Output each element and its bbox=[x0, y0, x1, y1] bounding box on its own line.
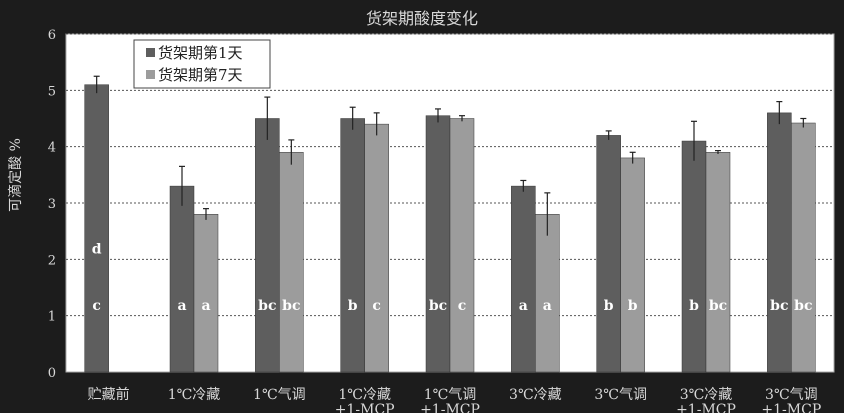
chart-title: 货架期酸度变化 bbox=[366, 9, 478, 28]
legend: 货架期第1天 货架期第7天 bbox=[133, 39, 271, 89]
y-tick-label: 3 bbox=[48, 197, 56, 212]
bar bbox=[169, 185, 195, 373]
bar bbox=[449, 118, 475, 373]
x-tick-label: 1℃气调 bbox=[253, 387, 306, 403]
significance-label: bc bbox=[794, 298, 812, 314]
bar bbox=[681, 140, 707, 373]
x-tick-label: 3℃气调 bbox=[594, 387, 647, 403]
y-tick-label: 5 bbox=[48, 84, 56, 99]
bar bbox=[84, 84, 109, 373]
y-tick-label: 4 bbox=[48, 141, 56, 156]
x-tick-label: 1℃冷藏 bbox=[168, 387, 221, 403]
significance-label: c bbox=[458, 298, 467, 314]
legend-box bbox=[133, 39, 271, 89]
y-tick-label: 1 bbox=[48, 310, 56, 325]
bar bbox=[279, 152, 304, 373]
x-tick-label: 1℃冷藏+1-MCP bbox=[335, 387, 395, 413]
bar bbox=[364, 123, 389, 373]
bar bbox=[791, 122, 816, 373]
bar bbox=[620, 157, 645, 373]
bar bbox=[511, 185, 536, 373]
bar bbox=[193, 214, 219, 373]
bar bbox=[425, 115, 451, 373]
legend-swatch-series-2 bbox=[146, 70, 155, 79]
legend-swatch-series-1 bbox=[146, 48, 155, 57]
y-axis-label: 可滴定酸 % bbox=[7, 138, 24, 212]
significance-label: d bbox=[92, 242, 102, 258]
significance-label: b bbox=[604, 298, 614, 314]
y-tick-label: 6 bbox=[48, 28, 56, 43]
bar bbox=[340, 118, 365, 373]
bar-series: cda a bc bc b c bc c a a b b b bc bc bc bbox=[84, 75, 816, 373]
significance-label: c bbox=[92, 298, 101, 314]
legend-label-series-1: 货架期第1天 bbox=[158, 44, 243, 62]
bar bbox=[705, 152, 731, 373]
significance-label: bc bbox=[709, 298, 727, 314]
legend-label-series-2: 货架期第7天 bbox=[158, 66, 243, 84]
significance-label: c bbox=[372, 298, 381, 314]
y-tick-label: 2 bbox=[48, 253, 56, 268]
significance-label: bc bbox=[429, 298, 447, 314]
significance-label: bc bbox=[282, 298, 300, 314]
bar bbox=[767, 112, 792, 373]
significance-label: b bbox=[689, 298, 699, 314]
x-axis-ticks: 贮藏前 1℃冷藏 1℃气调 1℃冷藏+1-MCP 1℃气调+1-MCP 3℃冷藏 3℃气调 3… bbox=[88, 386, 822, 413]
significance-label: bc bbox=[770, 298, 788, 314]
significance-label: a bbox=[519, 298, 528, 314]
bar bbox=[255, 118, 280, 373]
x-tick-label: 3℃气调+1-MCP bbox=[761, 387, 821, 413]
significance-label: a bbox=[543, 298, 552, 314]
y-tick-label: 0 bbox=[48, 366, 56, 381]
bar bbox=[535, 214, 560, 373]
significance-label: bc bbox=[258, 298, 276, 314]
significance-label: a bbox=[201, 298, 210, 314]
x-tick-label: 3℃冷藏+1-MCP bbox=[676, 387, 736, 413]
y-axis-ticks: 0 1 2 3 4 5 6 bbox=[48, 28, 56, 381]
bar bbox=[596, 135, 621, 373]
x-tick-label: 1℃气调+1-MCP bbox=[420, 387, 480, 413]
significance-label: b bbox=[628, 298, 638, 314]
x-tick-label: 3℃冷藏 bbox=[509, 387, 562, 403]
significance-label: a bbox=[177, 298, 186, 314]
significance-label: b bbox=[348, 298, 358, 314]
x-tick-label: 贮藏前 bbox=[88, 386, 130, 403]
